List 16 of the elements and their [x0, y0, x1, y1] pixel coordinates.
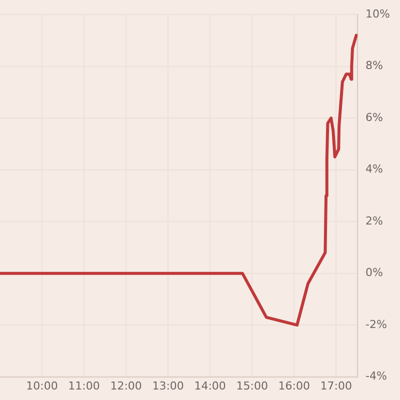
y-tick-label: -2%: [366, 318, 387, 331]
y-tick-label: -4%: [366, 370, 387, 383]
y-tick-label: 0%: [366, 266, 384, 280]
y-tick-label: 10%: [366, 7, 390, 20]
y-tick-label: 4%: [366, 162, 384, 176]
y-tick-label: 6%: [366, 110, 384, 124]
x-tick-label: 15:00: [236, 379, 268, 392]
y-tick-label: 8%: [366, 59, 384, 72]
x-tick-label: 17:00: [320, 379, 352, 392]
y-tick-label: 2%: [366, 214, 384, 228]
x-tick-label: 13:00: [152, 379, 184, 392]
x-tick-label: 16:00: [278, 379, 310, 392]
x-tick-label: 10:00: [26, 379, 58, 392]
x-tick-label: 14:00: [194, 379, 226, 392]
x-tick-label: 11:00: [68, 379, 100, 392]
x-tick-label: 12:00: [110, 379, 142, 392]
